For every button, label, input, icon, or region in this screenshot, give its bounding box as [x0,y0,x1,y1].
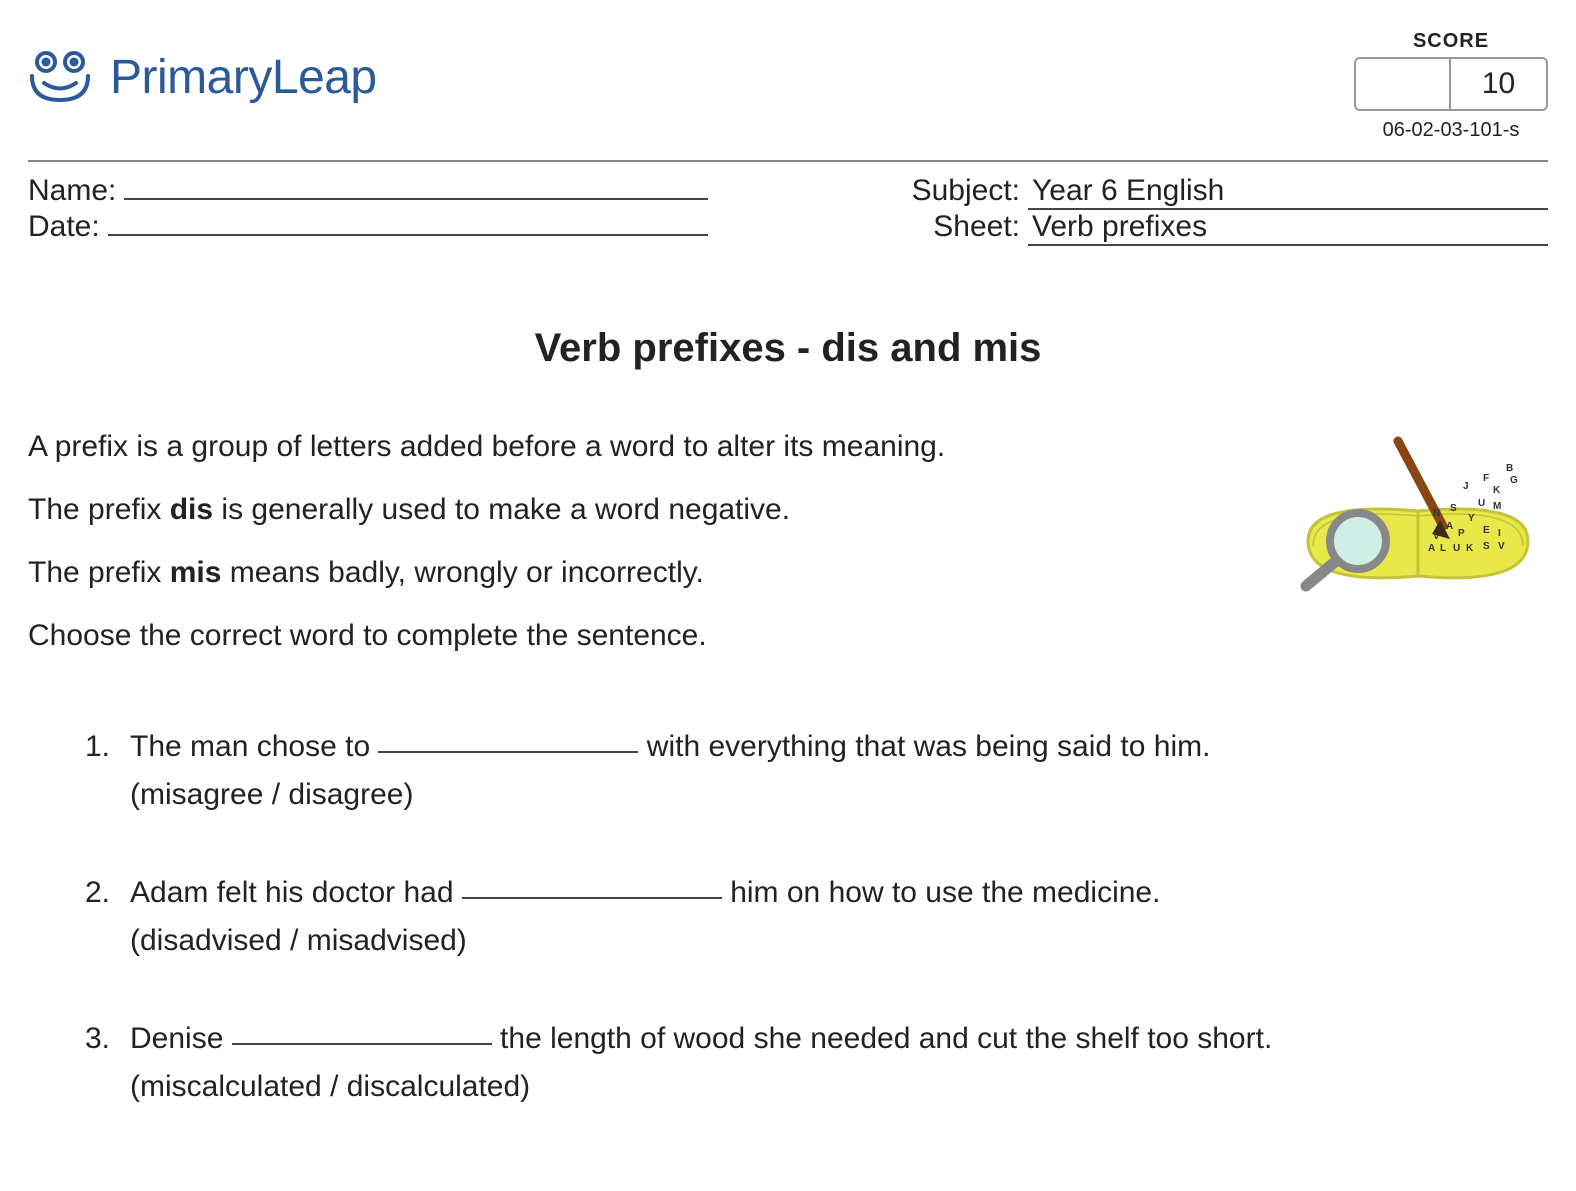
intro-line-2: The prefix dis is generally used to make… [28,484,1248,535]
question-options: (misagree / disagree) [130,778,413,811]
subject-value: Year 6 English [1028,174,1548,210]
date-value[interactable] [108,234,708,236]
svg-text:K: K [1493,485,1501,496]
svg-text:U: U [1478,498,1485,509]
date-field: Date: [28,210,708,246]
question-item: 2. Adam felt his doctor had him on how t… [78,869,1548,965]
question-number: 3. [78,1015,110,1111]
intro-line-1: A prefix is a group of letters added bef… [28,421,1248,472]
svg-text:U: U [1453,543,1460,554]
worksheet-title: Verb prefixes - dis and mis [28,326,1548,371]
intro-block: A prefix is a group of letters added bef… [28,421,1548,673]
brand-logo: PrimaryLeap [28,50,377,105]
question-item: 3. Denise the length of wood she needed … [78,1015,1548,1111]
svg-text:A: A [1446,521,1453,532]
subject-label: Subject: [912,174,1020,208]
question-body: Denise the length of wood she needed and… [130,1015,1548,1111]
book-illustration: BG FK JU MS NY AP EV IA LU KS V [1288,421,1548,626]
svg-text:E: E [1483,525,1490,536]
score-boxes: 10 [1354,57,1548,111]
svg-text:V: V [1498,541,1505,552]
name-field: Name: [28,174,708,210]
header: PrimaryLeap SCORE 10 06-02-03-101-s [28,30,1548,142]
answer-blank[interactable] [232,1043,492,1045]
question-number: 1. [78,723,110,819]
frog-icon [28,50,98,105]
intro-line-4: Choose the correct word to complete the … [28,610,1248,661]
svg-text:I: I [1498,528,1501,539]
svg-text:K: K [1466,543,1474,554]
question-item: 1. The man chose to with everything that… [78,723,1548,819]
header-divider [28,160,1548,162]
date-label: Date: [28,210,100,244]
question-options: (disadvised / misadvised) [130,924,467,957]
brand-name: PrimaryLeap [110,50,377,105]
question-options: (miscalculated / discalculated) [130,1070,530,1103]
sheet-id: 06-02-03-101-s [1354,119,1548,142]
question-list: 1. The man chose to with everything that… [28,723,1548,1111]
question-number: 2. [78,869,110,965]
question-body: The man chose to with everything that wa… [130,723,1548,819]
answer-blank[interactable] [378,751,638,753]
svg-text:L: L [1440,543,1446,554]
svg-text:S: S [1483,541,1490,552]
name-value[interactable] [124,198,708,200]
svg-text:Y: Y [1468,513,1475,524]
question-body: Adam felt his doctor had him on how to u… [130,869,1548,965]
intro-text: A prefix is a group of letters added bef… [28,421,1248,673]
score-total: 10 [1451,59,1546,109]
svg-text:J: J [1463,481,1469,492]
sheet-value: Verb prefixes [1028,210,1548,246]
svg-text:B: B [1506,463,1513,474]
intro-line-3: The prefix mis means badly, wrongly or i… [28,547,1248,598]
svg-text:M: M [1493,501,1501,512]
svg-text:P: P [1458,528,1465,539]
svg-text:V: V [1433,531,1440,542]
sheet-field: Sheet: Verb prefixes [868,210,1548,246]
svg-text:A: A [1428,543,1435,554]
subject-field: Subject: Year 6 English [868,174,1548,210]
answer-blank[interactable] [462,897,722,899]
svg-text:S: S [1450,503,1457,514]
score-earned[interactable] [1356,59,1451,109]
info-grid: Name: Subject: Year 6 English Date: Shee… [28,174,1548,246]
svg-text:G: G [1510,475,1518,486]
score-block: SCORE 10 06-02-03-101-s [1354,30,1548,142]
svg-text:F: F [1483,473,1489,484]
svg-text:N: N [1433,508,1440,519]
score-label: SCORE [1354,30,1548,53]
sheet-label: Sheet: [933,210,1020,244]
name-label: Name: [28,174,116,208]
